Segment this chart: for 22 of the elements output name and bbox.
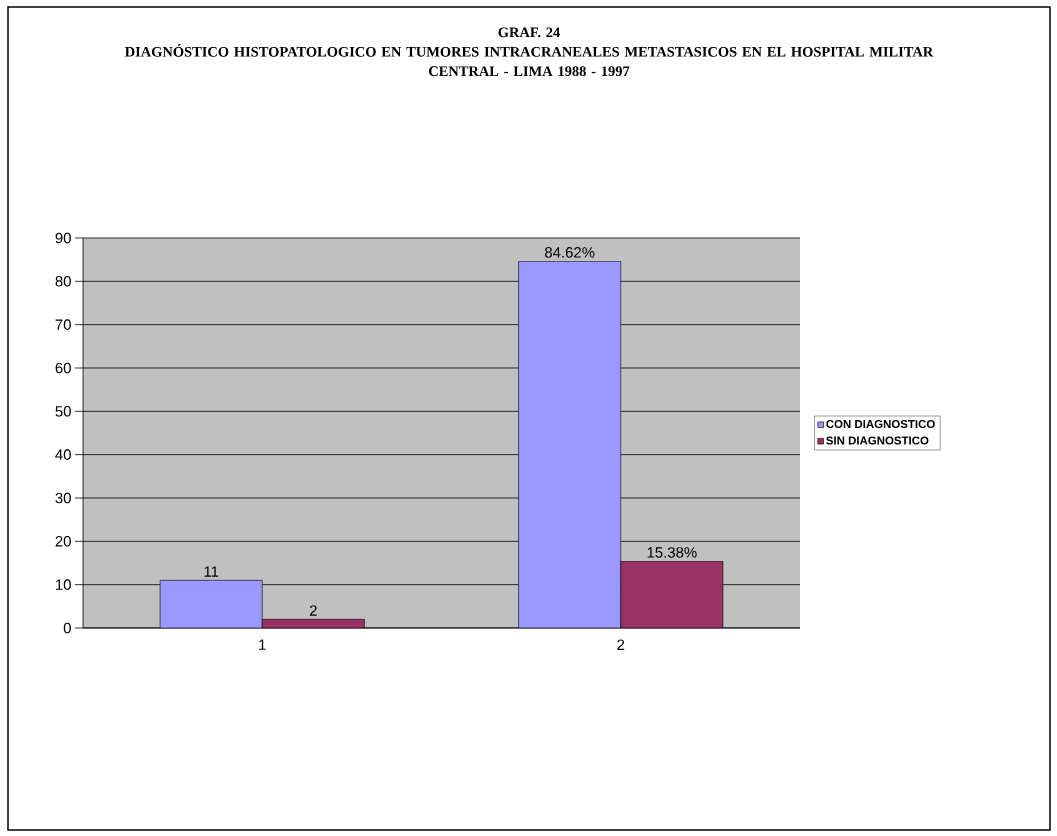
chart-title: GRAF. 24 [498, 27, 560, 38]
bar [518, 261, 622, 628]
y-tick-label: 70 [55, 319, 71, 330]
legend-label: SIN DIAGNOSTICO [826, 436, 929, 445]
data-label: 84.62% [544, 247, 595, 258]
bar [159, 580, 263, 628]
bar [620, 561, 724, 628]
legend-label: CON DIAGNOSTICO [826, 420, 935, 429]
y-tick-label: 20 [55, 536, 71, 547]
y-tick-label: 10 [56, 579, 71, 590]
data-label: 11 [204, 566, 219, 577]
chart-subtitle: DIAGNÓSTICO HISTOPATOLOGICO EN TUMORES INTRACRANEALES METASTASICOS EN EL HOSPITAL MILITAR CENTRAL - LIMA 1988 - 1997 [124, 44, 934, 77]
x-tick-label: 1 [259, 639, 266, 650]
y-tick-label: 90 [55, 232, 71, 244]
y-tick-label: 30 [55, 492, 71, 504]
y-tick-label: 40 [55, 449, 71, 460]
data-label: 15.38% [647, 547, 697, 558]
y-tick-label: 80 [55, 276, 71, 287]
y-tick-label: 50 [55, 406, 71, 417]
y-tick-label: 60 [55, 362, 71, 374]
y-tick-label: 0 [63, 622, 71, 634]
data-label: 2 [309, 605, 317, 616]
